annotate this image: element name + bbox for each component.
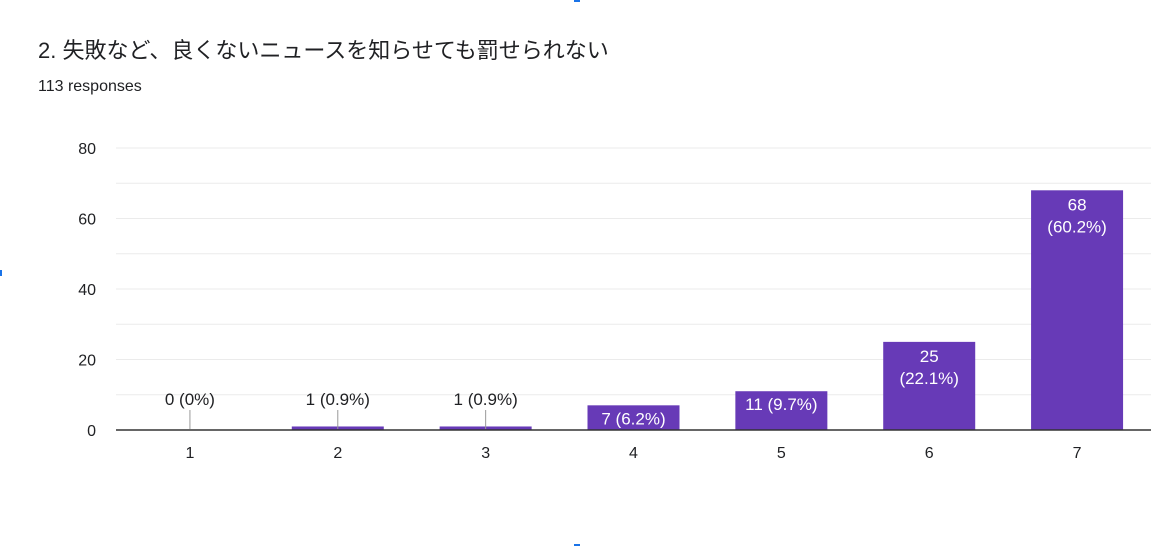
x-tick-label: 3: [481, 445, 490, 462]
selection-handle-bottom[interactable]: [574, 544, 580, 546]
x-axis-ticks: 1 2 3 4 5 6 7: [185, 445, 1081, 462]
y-tick-label: 80: [78, 141, 96, 158]
bar: [735, 391, 828, 430]
x-tick-label: 2: [333, 445, 342, 462]
data-label: 11 (9.7%): [745, 395, 817, 414]
data-label: 1 (0.9%): [306, 390, 370, 409]
selection-handle-left[interactable]: [0, 270, 2, 276]
y-tick-label: 60: [78, 212, 96, 229]
bars: [291, 190, 1124, 430]
y-tick-label: 20: [78, 353, 96, 370]
x-tick-label: 7: [1073, 445, 1082, 462]
data-label: 1 (0.9%): [454, 390, 518, 409]
data-label: (60.2%): [1047, 217, 1107, 236]
y-tick-label: 0: [87, 423, 96, 440]
data-label: 68: [1068, 195, 1087, 214]
y-tick-label: 40: [78, 282, 96, 299]
selection-handle-top[interactable]: [574, 0, 580, 2]
question-title: 2. 失敗など、良くないニュースを知らせても罰せられない: [38, 38, 609, 63]
data-label: 0 (0%): [165, 390, 215, 409]
data-label: 7 (6.2%): [601, 409, 665, 428]
bar: [587, 405, 680, 430]
bar: [1031, 190, 1124, 430]
x-tick-label: 1: [185, 445, 194, 462]
bar: [883, 341, 976, 430]
data-label: 25: [920, 347, 939, 366]
data-labels: 0 (0%) 1 (0.9%) 1 (0.9%) 7 (6.2%) 11 (9.7%) 2…: [165, 195, 1107, 429]
gridlines: [116, 147, 1151, 396]
data-label: (22.1%): [899, 369, 959, 388]
x-tick-label: 4: [629, 445, 638, 462]
x-tick-label: 6: [925, 445, 934, 462]
y-axis-ticks: 0 20 40 60 80: [78, 141, 96, 440]
x-tick-label: 5: [777, 445, 786, 462]
response-count: 113 responses: [38, 78, 142, 95]
